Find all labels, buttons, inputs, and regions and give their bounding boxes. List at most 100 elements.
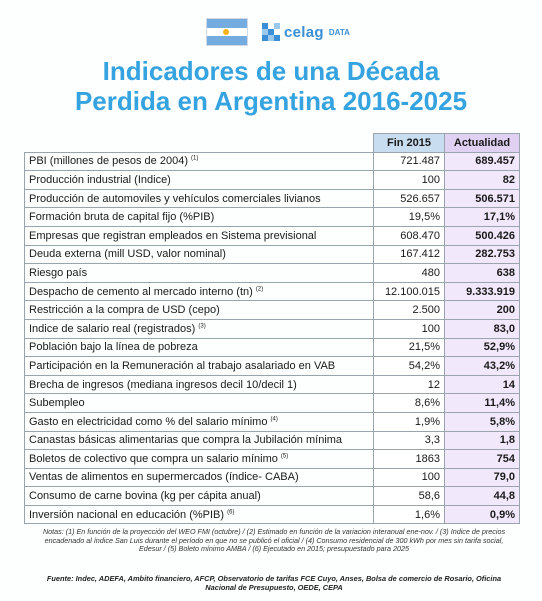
row-label: Canastas básicas alimentarias que compra…: [24, 430, 374, 451]
table-row: Brecha de ingresos (mediana ingresos dec…: [24, 374, 520, 395]
row-label-text: Consumo de carne bovina (kg per cápita a…: [29, 490, 261, 503]
row-value-actualidad: 9.333.919: [444, 281, 520, 302]
row-value-actualidad: 17,1%: [444, 207, 520, 227]
row-value-actualidad: 754: [444, 449, 520, 469]
title-line-1: Indicadores de una Década: [102, 56, 440, 86]
row-label-text: Brecha de ingresos (mediana ingresos dec…: [29, 378, 297, 391]
row-value-actualidad: 0,9%: [444, 504, 520, 525]
row-footnote-ref: (1): [191, 155, 199, 162]
row-label-text: PBI (millones de pesos de 2004): [29, 155, 188, 168]
table-row: Despacho de cemento al mercado interno (…: [24, 281, 520, 302]
row-label-text: Población bajo la línea de pobreza: [29, 341, 198, 354]
row-value-fin-2015: 19,5%: [373, 207, 445, 227]
row-value-actualidad: 638: [444, 263, 520, 283]
row-value-actualidad: 689.457: [444, 151, 520, 172]
row-value-fin-2015: 3,3: [373, 430, 445, 451]
table-row: Participación en la Remuneración al trab…: [24, 356, 520, 376]
brand-suffix: DATA: [328, 27, 350, 37]
row-value-actualidad: 282.753: [444, 244, 520, 265]
row-label: Deuda externa (mill USD, valor nominal): [24, 244, 374, 265]
source-note: Fuente: Indec, ADEFA, Ambito financiero,…: [46, 574, 502, 592]
table-row: Formación bruta de capital fijo (%PIB) 19…: [24, 207, 520, 227]
row-footnote-ref: (5): [280, 453, 289, 460]
row-label-text: Participación en la Remuneración al trab…: [29, 359, 336, 372]
row-footnote-ref: (3): [198, 323, 206, 330]
row-label: Producción de automoviles y vehículos co…: [24, 188, 374, 209]
row-label: Empresas que registran empleados en Sist…: [24, 225, 374, 246]
row-label: Inversión nacional en educación (%PIB) (…: [24, 504, 374, 525]
row-label: Gasto en electricidad como % del salario…: [24, 411, 374, 432]
row-value-fin-2015: 21,5%: [373, 337, 445, 358]
table-row: Riesgo país 480 638: [24, 263, 520, 283]
row-footnote-ref: (6): [227, 509, 235, 516]
row-footnote-ref: (2): [255, 285, 264, 292]
row-label: Subempleo: [24, 393, 374, 413]
row-value-fin-2015: 480: [373, 263, 445, 283]
row-label: PBI (millones de pesos de 2004) (1): [24, 151, 374, 172]
table-row: Empresas que registran empleados en Sist…: [24, 225, 520, 246]
row-value-fin-2015: 54,2%: [373, 356, 445, 376]
row-value-fin-2015: 1,6%: [373, 504, 445, 525]
row-value-fin-2015: 8,6%: [373, 393, 445, 413]
row-label-text: Empresas que registran empleados en Sist…: [29, 229, 317, 242]
row-label: Participación en la Remuneración al trab…: [24, 356, 374, 376]
table-header-row: Fin 2015 Actualidad: [25, 133, 520, 153]
row-label-text: Despacho de cemento al mercado interno (…: [29, 285, 253, 298]
header-blank: [25, 134, 374, 153]
title-line-2: Perdida en Argentina 2016-2025: [74, 86, 468, 116]
brand-logo: celag DATA: [262, 20, 350, 44]
row-label: Boletos de colectivo que compra un salar…: [24, 449, 374, 469]
row-label: Consumo de carne bovina (kg per cápita a…: [24, 486, 374, 506]
row-label: Riesgo país: [24, 263, 374, 283]
table-row: Ventas de alimentos en supermercados (ín…: [24, 467, 520, 488]
row-label-text: Ventas de alimentos en supermercados (ín…: [29, 471, 299, 484]
table-row: Restricción a la compra de USD (cepo) 2.5…: [24, 300, 520, 320]
row-value-actualidad: 79,0: [444, 467, 520, 488]
row-value-actualidad: 43,2%: [444, 356, 520, 376]
row-value-fin-2015: 167.412: [373, 244, 445, 265]
table-row: Producción de automoviles y vehículos co…: [24, 188, 520, 209]
row-label-text: Formación bruta de capital fijo (%PIB): [29, 211, 215, 224]
row-value-fin-2015: 1863: [373, 449, 445, 469]
row-label: Restricción a la compra de USD (cepo): [24, 300, 374, 320]
row-value-fin-2015: 608.470: [373, 225, 445, 246]
row-value-actualidad: 506.571: [444, 188, 520, 209]
header-actualidad: Actualidad: [444, 133, 520, 153]
row-label-text: Deuda externa (mill USD, valor nominal): [29, 248, 226, 261]
row-label-text: Producción industrial (Indice): [29, 173, 171, 186]
row-label-text: Indice de salario real (registrados): [29, 322, 196, 335]
table-row: PBI (millones de pesos de 2004) (1) 721.4…: [24, 151, 520, 172]
row-value-fin-2015: 526.657: [373, 188, 445, 209]
row-value-fin-2015: 58,6: [373, 486, 445, 506]
row-label: Despacho de cemento al mercado interno (…: [24, 281, 374, 302]
row-value-fin-2015: 1,9%: [373, 411, 445, 432]
row-value-fin-2015: 100: [373, 170, 445, 190]
row-label: Brecha de ingresos (mediana ingresos dec…: [24, 374, 374, 395]
table-row: Inversión nacional en educación (%PIB) (…: [24, 504, 520, 525]
row-value-fin-2015: 2.500: [373, 300, 445, 320]
row-label: Ventas de alimentos en supermercados (ín…: [24, 467, 374, 488]
header-fin-2015: Fin 2015: [373, 133, 445, 153]
row-value-fin-2015: 12.100.015: [373, 281, 445, 302]
row-label-text: Gasto en electricidad como % del salario…: [29, 415, 268, 428]
row-value-actualidad: 5,8%: [444, 411, 520, 432]
row-label: Producción industrial (Indice): [24, 170, 374, 190]
row-value-fin-2015: 100: [373, 318, 445, 339]
row-value-actualidad: 14: [444, 374, 520, 395]
table-row: Gasto en electricidad como % del salario…: [24, 411, 520, 432]
row-label-text: Boletos de colectivo que compra un salar…: [29, 452, 278, 465]
row-footnote-ref: (4): [270, 416, 278, 423]
row-value-fin-2015: 721.487: [373, 151, 445, 172]
table-row: Subempleo 8,6% 11,4%: [24, 393, 520, 413]
table-row: Indice de salario real (registrados) (3)…: [24, 318, 520, 339]
row-value-fin-2015: 12: [373, 374, 445, 395]
row-label: Población bajo la línea de pobreza: [24, 337, 374, 358]
sun-icon: [223, 29, 229, 36]
table-row: Consumo de carne bovina (kg per cápita a…: [24, 486, 520, 506]
row-label: Formación bruta de capital fijo (%PIB): [24, 207, 374, 227]
indicators-table: Fin 2015 Actualidad PBI (millones de pes…: [24, 133, 520, 525]
row-label-text: Producción de automoviles y vehículos co…: [29, 192, 321, 205]
footnotes: Notas: (1) En función de la proyección d…: [42, 527, 506, 554]
row-label-text: Canastas básicas alimentarias que compra…: [29, 434, 343, 447]
